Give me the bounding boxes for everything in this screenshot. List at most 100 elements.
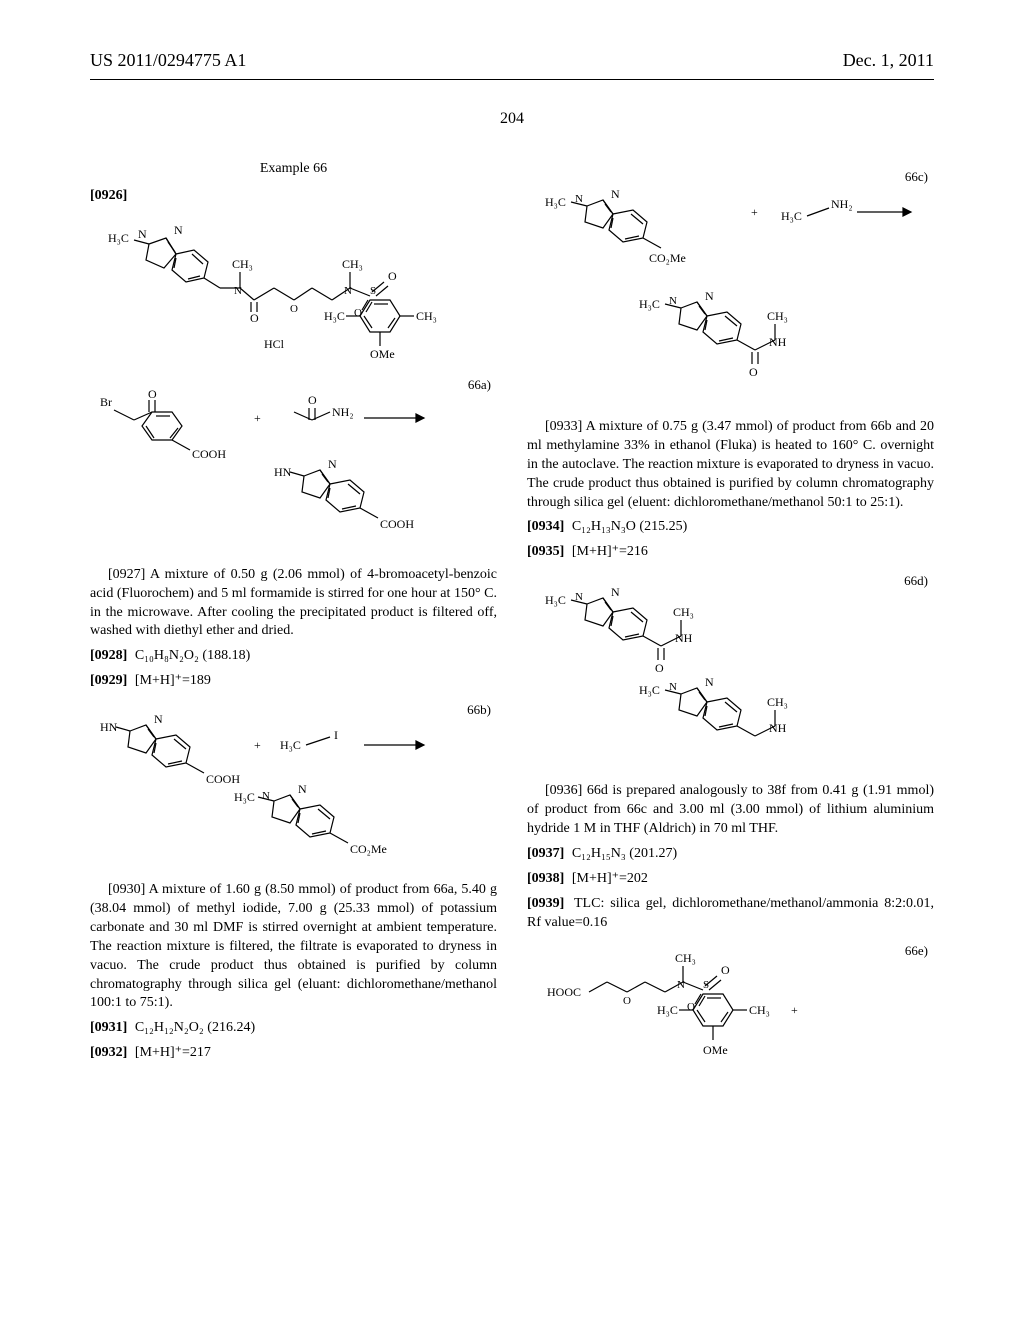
label-o: O <box>655 661 664 675</box>
label-h3c: H₃C <box>639 683 660 697</box>
label-hn: HN <box>274 465 292 479</box>
label-o: O <box>623 995 631 1007</box>
chem-structure-66b: HN N COOH + H₃C I H₃C N N CO₂Me <box>94 701 494 871</box>
para-num: [0939] <box>527 896 564 911</box>
label-o: O <box>721 963 730 977</box>
scheme-66e: 66e) <box>527 942 934 1092</box>
para-0927: [0927] A mixture of 0.50 g (2.06 mmol) o… <box>90 566 497 642</box>
label-hcl: HCl <box>264 337 285 351</box>
label-o: O <box>308 393 317 407</box>
para-0936: [0936] 66d is prepared analogously to 38… <box>527 782 934 839</box>
para-0930: [0930] A mixture of 1.60 g (8.50 mmol) o… <box>90 881 497 1013</box>
label-s: S <box>370 285 376 297</box>
label-cooh: COOH <box>192 447 226 461</box>
label-h3c: H₃C <box>545 195 566 209</box>
label-cooh: COOH <box>206 772 240 786</box>
label-ch3: CH₃ <box>675 951 696 965</box>
scheme-66d: 66d) <box>527 572 934 772</box>
para-0934: [0934] C₁₂H₁₃N₃O (215.25) <box>527 518 934 537</box>
label-ch3: CH₃ <box>416 309 437 323</box>
mass-spec: [M+H]⁺=217 <box>135 1045 211 1060</box>
patent-date: Dec. 1, 2011 <box>843 50 934 71</box>
para-0931: [0931] C₁₂H₁₂N₂O₂ (216.24) <box>90 1019 497 1038</box>
label-co2me: CO₂Me <box>350 842 387 856</box>
label-n: N <box>575 193 583 205</box>
para-0933: [0933] A mixture of 0.75 g (3.47 mmol) o… <box>527 418 934 512</box>
para-0929: [0929] [M+H]⁺=189 <box>90 672 497 691</box>
label-n: N <box>328 457 337 471</box>
mass-spec: [M+H]⁺=202 <box>572 871 648 886</box>
label-o: O <box>687 1001 695 1013</box>
label-plus: + <box>751 205 758 219</box>
label-ch3: CH₃ <box>342 257 363 271</box>
mass-spec: [M+H]⁺=216 <box>572 544 648 559</box>
para-num: [0934] <box>527 519 564 534</box>
label-ome: OMe <box>703 1043 728 1057</box>
label-n: N <box>298 782 307 796</box>
label-n: N <box>677 979 685 991</box>
label-i: I <box>334 728 338 742</box>
example-title: Example 66 <box>90 160 497 179</box>
label-h3c: H₃C <box>280 738 301 752</box>
label-nh2: NH₂ <box>332 405 354 419</box>
page-number: 204 <box>0 110 1024 128</box>
formula: C₁₂H₁₅N₃ (201.27) <box>572 846 677 861</box>
label-cooh: COOH <box>380 517 414 531</box>
label-h3c: H₃C <box>657 1003 678 1017</box>
label-ch3: CH₃ <box>767 309 788 323</box>
label-n: N <box>669 295 677 307</box>
para-num: [0935] <box>527 544 564 559</box>
label-o: O <box>354 307 362 319</box>
para-0935: [0935] [M+H]⁺=216 <box>527 543 934 562</box>
label-h3c: H₃C <box>234 790 255 804</box>
label-n: N <box>344 285 352 297</box>
label-o: O <box>388 269 397 283</box>
label-n: N <box>705 289 714 303</box>
page-header: US 2011/0294775 A1 Dec. 1, 2011 <box>0 0 1024 79</box>
label-n: N <box>705 675 714 689</box>
para-num: [0938] <box>527 871 564 886</box>
label-o: O <box>749 365 758 379</box>
chem-structure-66d: H₃C N N CH₃ NH O H₃C N N CH₃ NH <box>531 572 931 772</box>
label-co2me: CO₂Me <box>649 251 686 265</box>
scheme-label-66b: 66b) <box>467 701 491 719</box>
para-0928: [0928] C₁₀H₈N₂O₂ (188.18) <box>90 647 497 666</box>
label-plus: + <box>254 738 261 752</box>
para-0938: [0938] [M+H]⁺=202 <box>527 870 934 889</box>
scheme-66a: 66a) <box>90 376 497 556</box>
label-nh: NH <box>675 631 693 645</box>
label-hn: HN <box>100 720 118 734</box>
chem-structure-main: H₃C N N CH₃ N O O CH₃ N S O O H₃C CH₃ OM… <box>94 216 494 366</box>
scheme-label-66a: 66a) <box>468 376 491 394</box>
para-0932: [0932] [M+H]⁺=217 <box>90 1044 497 1063</box>
para-0939: [0939] TLC: silica gel, dichloromethane/… <box>527 895 934 933</box>
scheme-66b: 66b) <box>90 701 497 871</box>
label-n: N <box>262 790 270 802</box>
tlc-value: TLC: silica gel, dichloromethane/methano… <box>527 896 934 930</box>
formula: C₁₂H₁₃N₃O (215.25) <box>572 519 687 534</box>
para-0926: [0926] <box>90 187 497 206</box>
chem-structure-66a: Br O COOH + O NH₂ HN N COOH <box>94 376 494 556</box>
mass-spec: [M+H]⁺=189 <box>135 673 211 688</box>
label-n: N <box>174 223 183 237</box>
label-h3c: H₃C <box>108 231 129 245</box>
para-num: [0931] <box>90 1020 127 1035</box>
label-h3c: H₃C <box>324 309 345 323</box>
label-nh2: NH₂ <box>831 197 853 211</box>
label-ch3: CH₃ <box>749 1003 770 1017</box>
label-n: N <box>575 591 583 603</box>
label-n: N <box>611 187 620 201</box>
chem-structure-66e: HOOC O CH₃ N S O O H₃C CH₃ OMe + <box>531 942 931 1092</box>
patent-number: US 2011/0294775 A1 <box>90 50 246 71</box>
left-column: Example 66 [0926] <box>90 148 497 1102</box>
scheme-label-66d: 66d) <box>904 572 928 590</box>
label-ome: OMe <box>370 347 395 361</box>
scheme-66-main: H₃C N N CH₃ N O O CH₃ N S O O H₃C CH₃ OM… <box>90 216 497 366</box>
scheme-66c: 66c) <box>527 168 934 408</box>
label-o: O <box>148 387 157 401</box>
label-n: N <box>154 712 163 726</box>
para-0937: [0937] C₁₂H₁₅N₃ (201.27) <box>527 845 934 864</box>
chem-structure-66c: H₃C N N CO₂Me + H₃C NH₂ H₃C N N CH₃ NH O <box>531 168 931 408</box>
scheme-label-66c: 66c) <box>905 168 928 186</box>
label-ch3: CH₃ <box>767 695 788 709</box>
